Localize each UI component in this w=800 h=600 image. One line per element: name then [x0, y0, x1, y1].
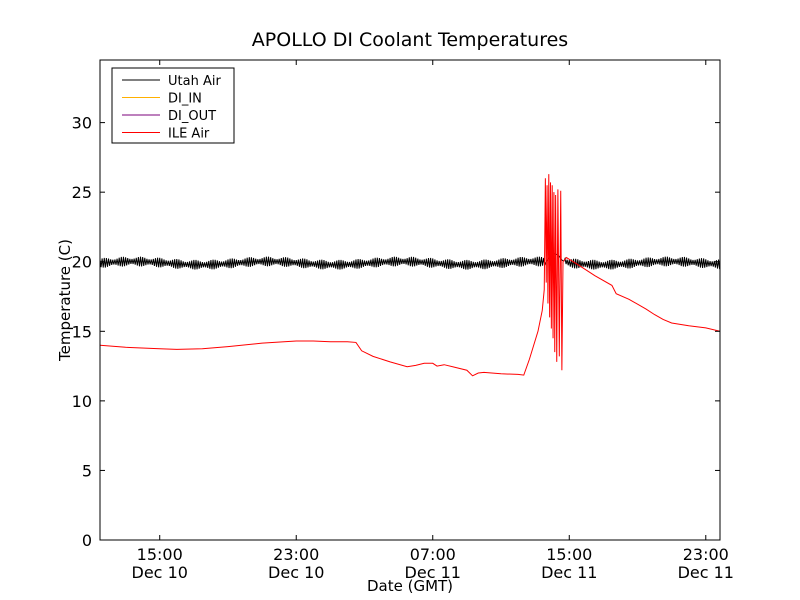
y-tick-label: 10	[72, 392, 92, 411]
x-tick-label-time: 15:00	[546, 545, 592, 564]
x-tick-label-date: Dec 11	[541, 563, 597, 582]
chart-title: APOLLO DI Coolant Temperatures	[252, 29, 568, 51]
x-tick-label-time: 23:00	[683, 545, 729, 564]
legend: Utah Air DI_IN DI_OUT ILE Air	[111, 67, 235, 144]
y-tick-label: 25	[72, 183, 92, 202]
x-tick-label-date: Dec 11	[678, 563, 734, 582]
x-tick-label-time: 07:00	[410, 545, 456, 564]
series-line-utah-air	[100, 253, 720, 270]
plot-frame	[99, 59, 721, 541]
legend-label: DI_IN	[168, 92, 202, 107]
legend-label: ILE Air	[168, 127, 210, 142]
series-line-ile-air	[100, 174, 720, 377]
x-axis-label: Date (GMT)	[367, 577, 453, 595]
y-tick-label: 0	[82, 531, 92, 550]
x-tick-label-date: Dec 10	[268, 563, 324, 582]
y-tick-label: 5	[82, 461, 92, 480]
x-tick-label-date: Dec 10	[132, 563, 188, 582]
y-tick-label: 30	[72, 114, 92, 133]
x-tick-label-time: 23:00	[273, 545, 319, 564]
x-tick-label-date: Dec 11	[405, 563, 461, 582]
y-tick-label: 15	[72, 322, 92, 341]
x-tick-label-time: 15:00	[137, 545, 183, 564]
legend-label: Utah Air	[168, 74, 221, 89]
y-axis-label: Temperature (C)	[56, 239, 74, 362]
series-layer	[100, 174, 720, 377]
y-tick-label: 20	[72, 253, 92, 272]
legend-label: DI_OUT	[168, 109, 216, 124]
